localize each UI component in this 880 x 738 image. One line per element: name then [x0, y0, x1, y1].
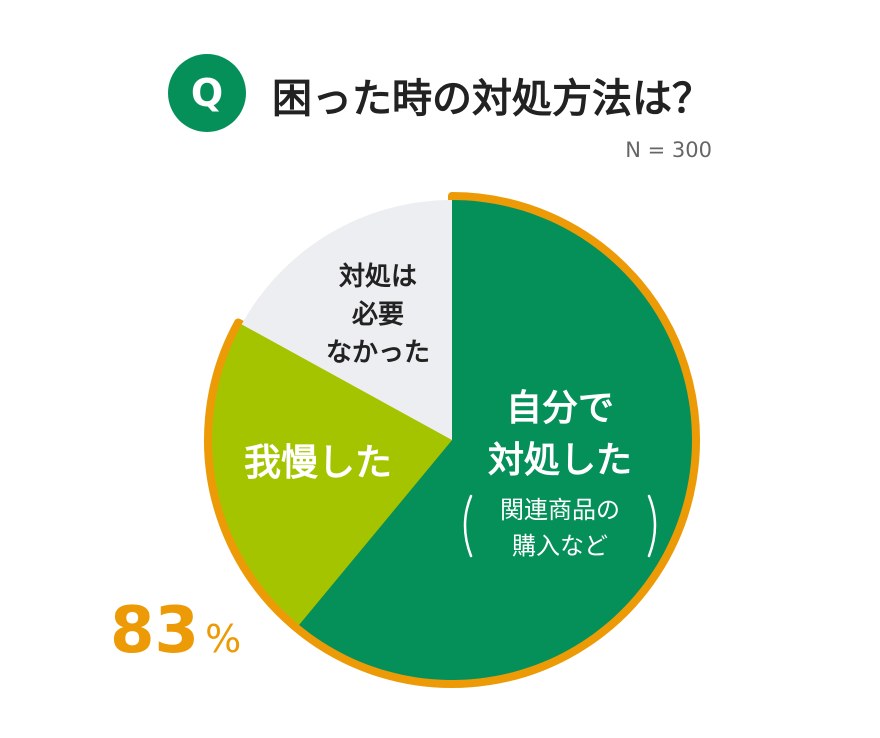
- pie-slice-3: [241, 200, 452, 440]
- highlight-percentage-unit: %: [205, 617, 242, 661]
- slice-1-sublabel-line-1: 関連商品の: [500, 496, 620, 524]
- page-title: 困った時の対処方法は？: [272, 76, 712, 122]
- question-badge: Q: [168, 54, 246, 132]
- pie-slice-2: [212, 324, 452, 625]
- slice-1-sublabel-line-2: 購入など: [512, 532, 608, 560]
- pie-slice-1: [299, 200, 692, 680]
- slice-1-paren-left: [463, 494, 473, 558]
- slice-3-label-line-1: 対処は: [339, 262, 417, 292]
- slice-2-label-line-1: 我慢した: [244, 441, 392, 484]
- slice-1-paren-right: [647, 494, 657, 558]
- highlight-percentage: 83%: [110, 594, 241, 668]
- sample-size-label: N = 300: [625, 138, 712, 162]
- highlight-percentage-value: 83: [110, 594, 200, 668]
- slice-3-label-line-3: なかった: [326, 338, 430, 368]
- slice-1-label-line-1: 自分で: [506, 388, 614, 429]
- slice-1-label-line-2: 対処した: [488, 440, 632, 481]
- slice-3-label-line-2: 必要: [352, 300, 404, 330]
